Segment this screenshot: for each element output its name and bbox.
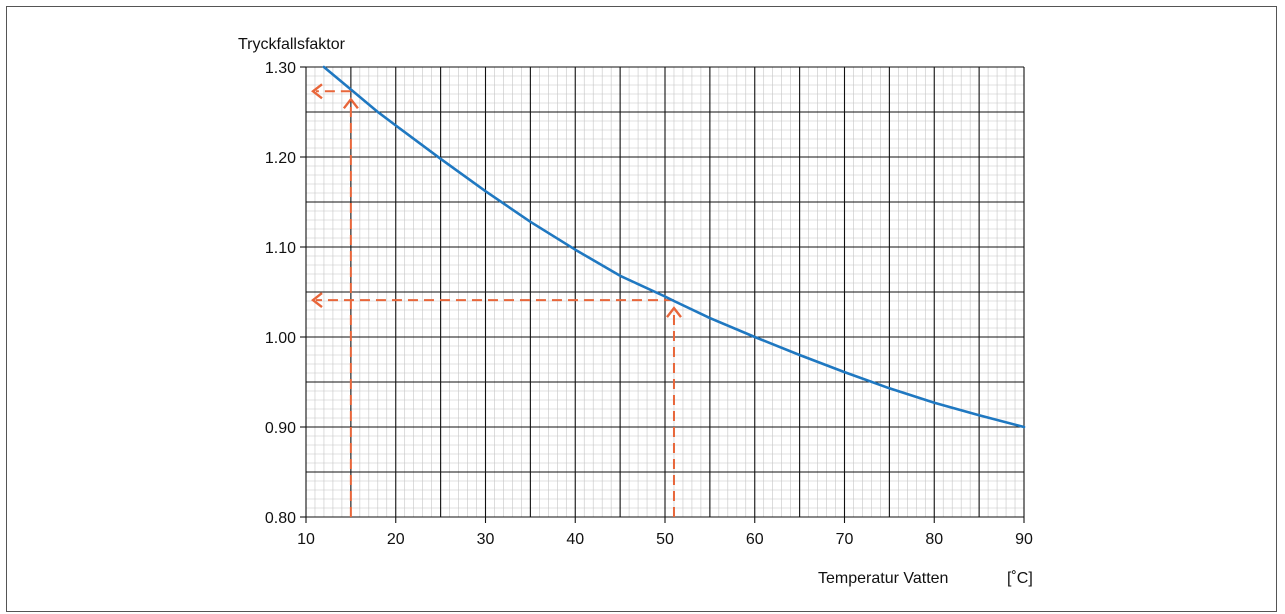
y-tick-label: 0.80	[265, 510, 296, 527]
y-tick-label: 1.10	[265, 240, 296, 257]
x-tick-label: 90	[1015, 531, 1033, 548]
series-line	[322, 65, 1026, 429]
x-tick-label: 40	[566, 531, 584, 548]
x-tick-label: 70	[836, 531, 854, 548]
y-tick-label: 0.90	[265, 420, 296, 437]
x-tick-label: 20	[387, 531, 405, 548]
x-tick-label: 60	[746, 531, 764, 548]
chart-frame	[6, 6, 1277, 612]
x-tick-label: 10	[297, 531, 315, 548]
reading-arrow-left	[311, 292, 323, 309]
reading-arrow-up	[342, 97, 359, 110]
y-tick-label: 1.00	[265, 330, 296, 347]
x-tick-label: 30	[477, 531, 495, 548]
reading-arrow-left	[311, 83, 323, 100]
x-tick-label: 50	[656, 531, 674, 548]
x-tick-label: 80	[925, 531, 943, 548]
x-axis-unit: [˚C]	[1007, 570, 1033, 587]
y-tick-label: 1.30	[265, 60, 296, 77]
y-tick-label: 1.20	[265, 150, 296, 167]
reading-annotations	[311, 83, 682, 517]
tick-labels: 10 20 30 40 50 60 70 80 90 0.80 0.90 1.00 1.10 1.20 1.…	[265, 60, 1033, 548]
x-axis-label: Temperatur Vatten	[818, 570, 948, 587]
series-layer	[322, 65, 1026, 429]
reading-arrow-up	[666, 306, 682, 318]
y-axis-label: Tryckfallsfaktor	[238, 36, 346, 53]
